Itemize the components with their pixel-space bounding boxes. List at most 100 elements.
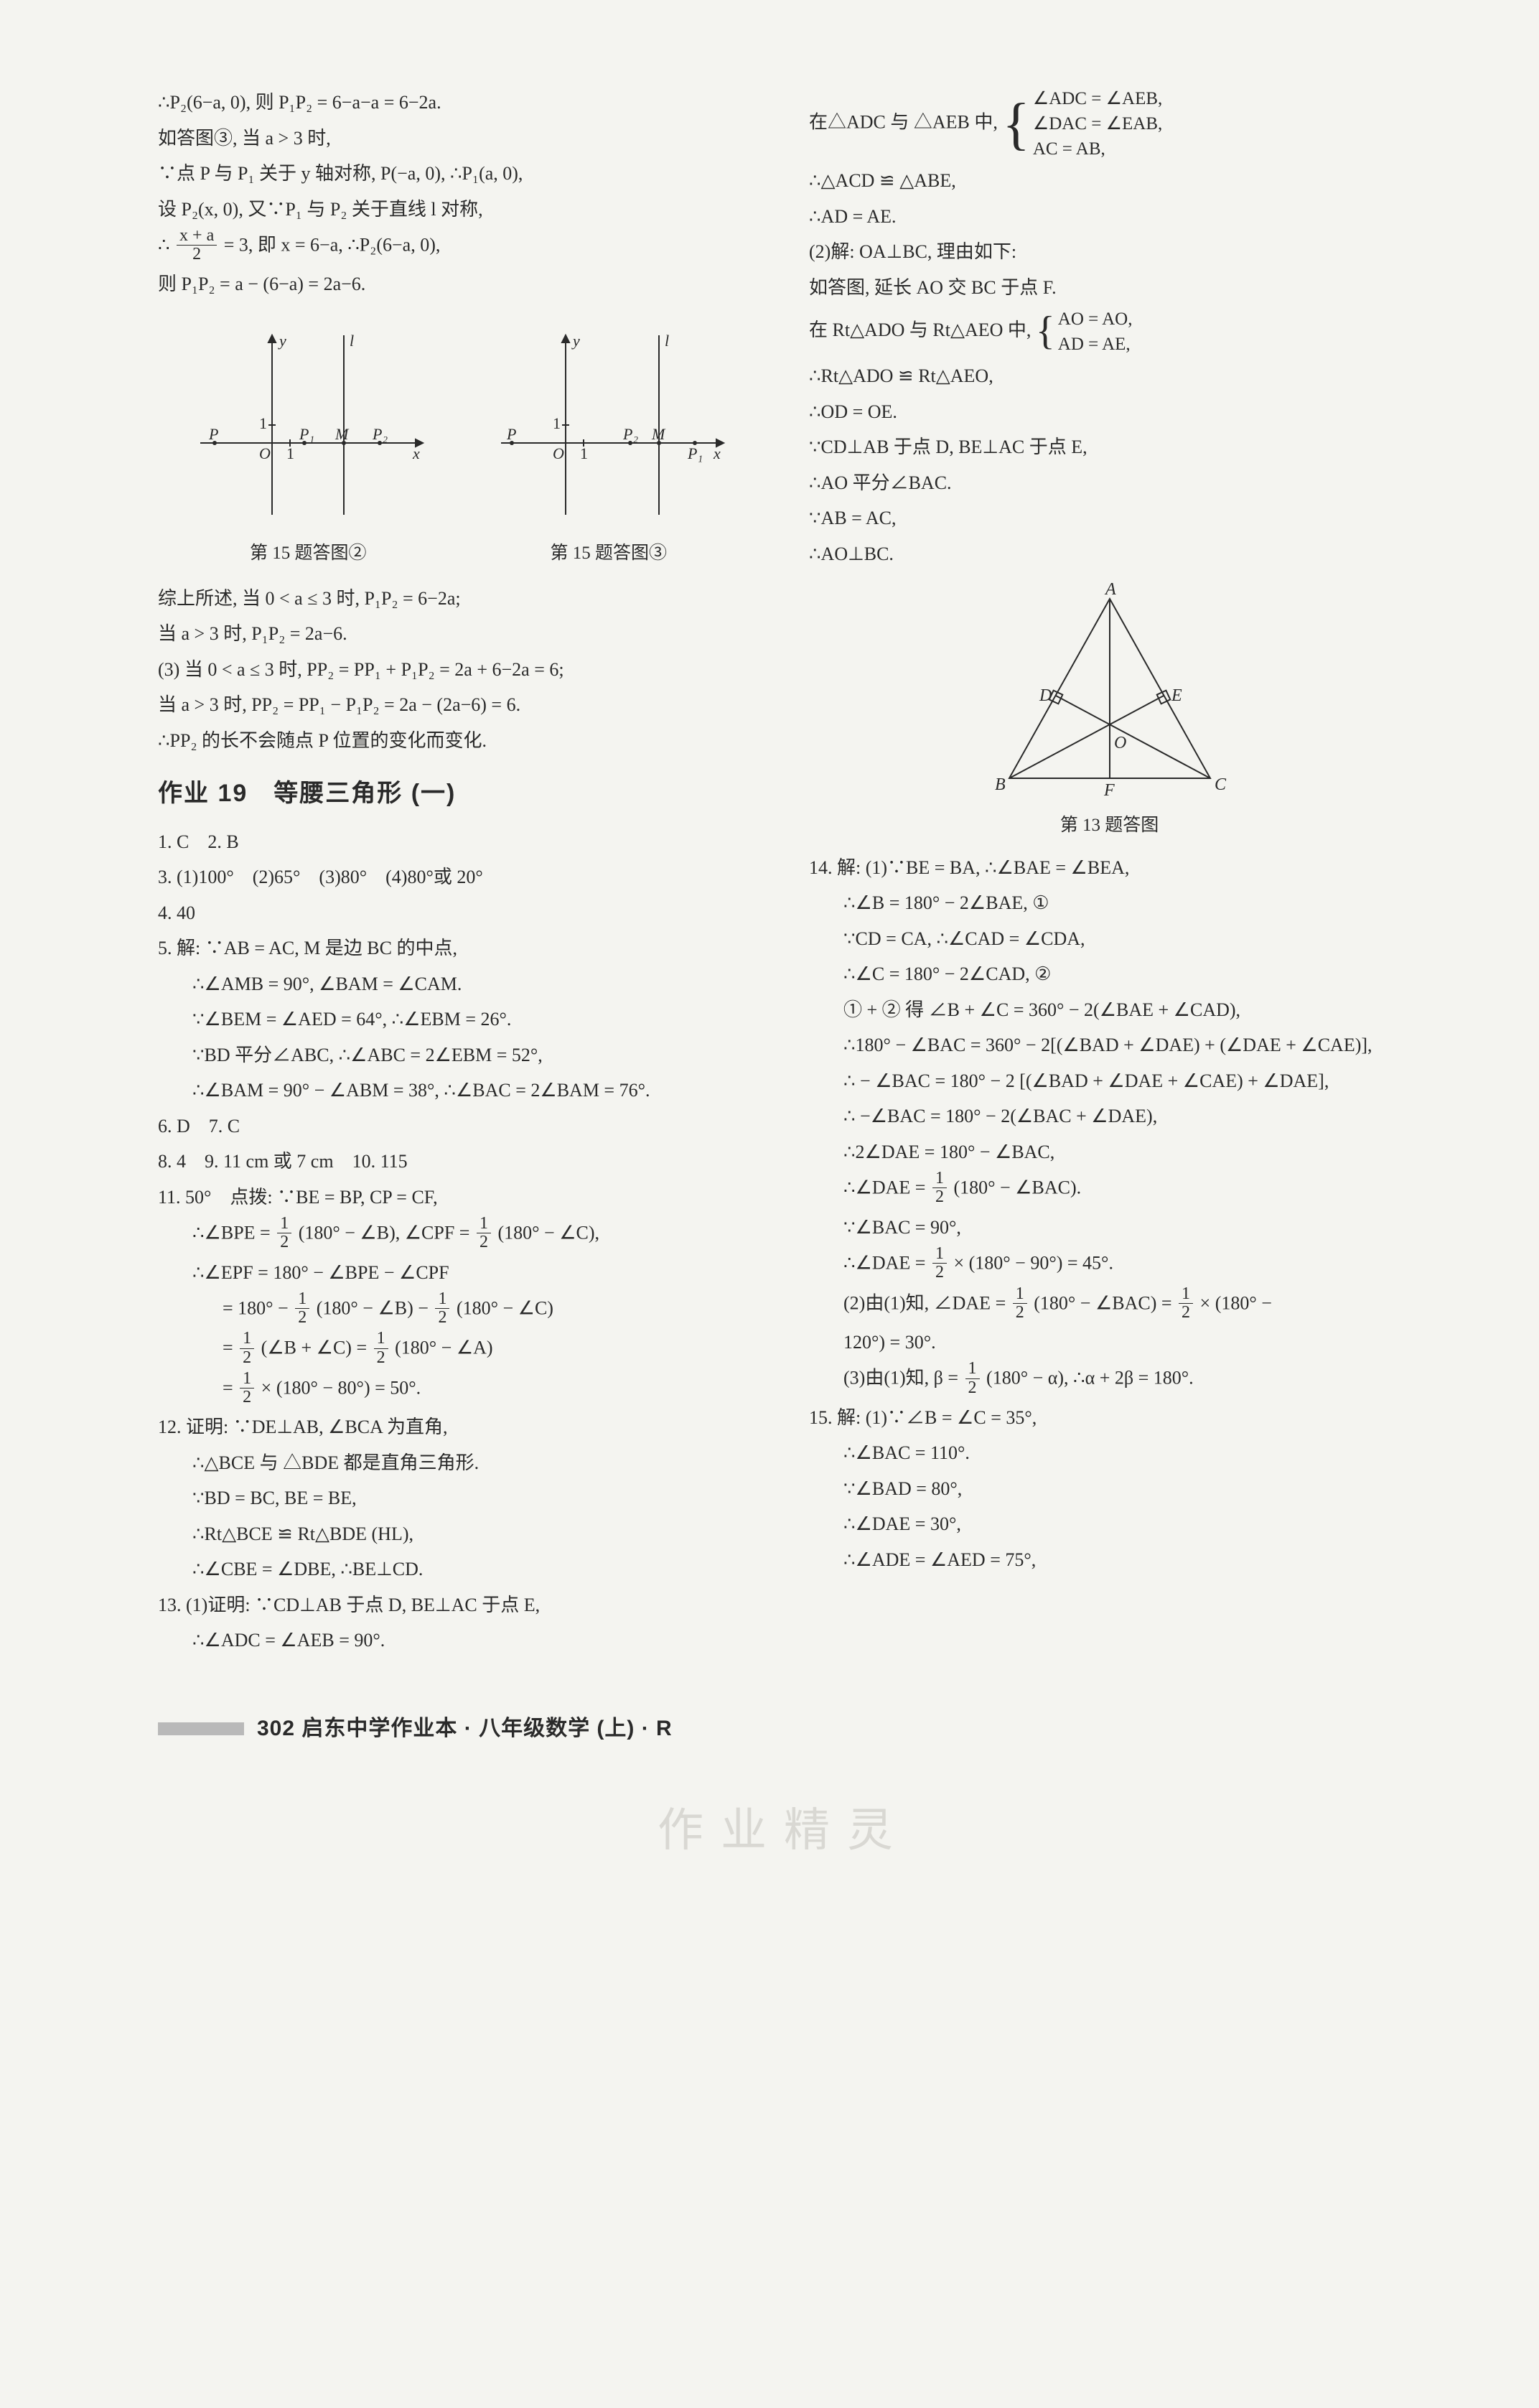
text-line: ∴∠C = 180° − 2∠CAD, ② [809,958,1410,991]
text-line: 12. 证明: ∵DE⊥AB, ∠BCA 为直角, [158,1411,759,1444]
axis-label: y [571,332,580,350]
watermark: 作业精灵 [158,1791,1410,1871]
point-label: M [651,425,666,443]
text-line: ∵∠BAC = 90°, [809,1211,1410,1244]
numerator: 1 [1179,1285,1193,1304]
point-label: P [208,425,218,443]
text-line: ∴AO⊥BC. [809,538,1410,571]
denominator: 2 [965,1379,980,1397]
denominator: 2 [240,1349,254,1367]
numerator: 1 [435,1290,449,1309]
denominator: 2 [374,1349,388,1367]
text: 在 Rt△ADO 与 Rt△AEO 中, [809,319,1036,340]
text: ∠ADC = ∠AEB, [1033,86,1162,111]
text: AD = AE, [1058,332,1133,357]
text: (180° − ∠B) − [317,1298,434,1319]
text: ∴∠BPE = [192,1223,275,1243]
denominator: 2 [1179,1304,1193,1322]
denominator: 2 [435,1309,449,1327]
numerator: x + a [177,227,217,246]
text-line: = 12 × (180° − 80°) = 50°. [158,1371,759,1408]
text-line: ∴△ACD ≌ △ABE, [809,164,1410,197]
text-line: 6. D 7. C [158,1110,759,1143]
diagram-row: y l x O 1 1 P P₁ M P₂ [158,314,759,529]
fraction: 12 [965,1360,980,1396]
text-line: ∵点 P 与 P₁ 关于 y 轴对称, P(−a, 0), ∴P₁(a, 0), [158,157,759,190]
text: (3)由(1)知, β = [843,1368,963,1389]
tick-label: 1 [259,414,267,432]
text-line: ∵∠BEM = ∠AED = 64°, ∴∠EBM = 26°. [158,1003,759,1036]
brace-group: { AO = AO, AD = AE, [1036,307,1133,357]
text-line: 120°) = 30°. [809,1326,1410,1359]
vertex-label: E [1171,686,1182,705]
diagram-wrapper: A B C D E O F [809,577,1410,807]
text: AO = AO, [1058,307,1133,332]
text-line: ∵∠BAD = 80°, [809,1473,1410,1506]
text-line: ∴∠DAE = 12 × (180° − 90°) = 45°. [809,1246,1410,1283]
axis-label: y [278,332,286,350]
figure-caption: 第 15 题答图② [250,538,367,569]
line-label: l [665,332,669,350]
page-footer: 302 启东中学作业本 · 八年级数学 (上) · R [158,1710,1410,1748]
fraction: 12 [240,1330,254,1366]
numerator: 1 [932,1245,947,1264]
vertex-label: D [1039,686,1052,705]
denominator: 2 [177,246,217,263]
text: × (180° − [1200,1292,1272,1313]
fraction: 12 [1179,1285,1193,1322]
text-line: ∴∠B = 180° − 2∠BAE, ① [809,887,1410,920]
text-line: ∴∠BAM = 90° − ∠ABM = 38°, ∴∠BAC = 2∠BAM … [158,1074,759,1107]
numerator: 1 [932,1170,947,1188]
text-line: 当 a > 3 时, P₁P₂ = 2a−6. [158,617,759,650]
point-label: M [335,425,350,443]
text-line: 则 P₁P₂ = a − (6−a) = 2a−6. [158,268,759,301]
vertex-label: B [995,775,1006,794]
text-line: ∴OD = OE. [809,396,1410,429]
text: (180° − ∠BAC). [953,1177,1081,1198]
numerator: 1 [477,1215,491,1233]
text: × (180° − 90°) = 45°. [953,1253,1113,1274]
brace-group: { ∠ADC = ∠AEB, ∠DAC = ∠EAB, AC = AB, [1002,86,1162,162]
figure-caption: 第 13 题答图 [809,810,1410,841]
tick-label: 1 [553,414,561,432]
text-line: 1. C 2. B [158,826,759,859]
denominator: 2 [477,1233,491,1251]
denominator: 2 [932,1188,947,1206]
point-label: P₁ [299,425,314,443]
text-line: ∴AD = AE. [809,200,1410,233]
text-line: 15. 解: (1)∵∠B = ∠C = 35°, [809,1401,1410,1434]
text: (180° − α), ∴α + 2β = 180°. [986,1368,1194,1389]
diagram-15-3: y l x O 1 1 P P₂ M P₁ [480,314,738,529]
text-line: ∴∠ADE = ∠AED = 75°, [809,1544,1410,1577]
numerator: 1 [1013,1285,1027,1304]
fraction: 12 [932,1170,947,1206]
footer-text: 302 启东中学作业本 · 八年级数学 (上) · R [257,1710,673,1748]
text-line: ∴PP₂ 的长不会随点 P 位置的变化而变化. [158,724,759,757]
denominator: 2 [932,1264,947,1282]
tick-label: 1 [286,444,294,462]
fraction: 12 [477,1215,491,1251]
text-line: 当 a > 3 时, PP₂ = PP₁ − P₁P₂ = 2a − (2a−6… [158,689,759,722]
diagram-15-2: y l x O 1 1 P P₁ M P₂ [179,314,437,529]
text: × (180° − 80°) = 50°. [261,1377,421,1398]
text: (180° − ∠C), [497,1223,599,1243]
text-line: ∴ x + a 2 = 3, 即 x = 6−a, ∴P₂(6−a, 0), [158,228,759,265]
vertex-label: C [1215,775,1227,794]
footer-bar-icon [158,1722,244,1735]
text-line: ∴∠EPF = 180° − ∠BPE − ∠CPF [158,1256,759,1289]
brace-content: ∠ADC = ∠AEB, ∠DAC = ∠EAB, AC = AB, [1033,86,1162,162]
fraction: 12 [1013,1285,1027,1322]
text-line: ∴∠BPE = 12 (180° − ∠B), ∠CPF = 12 (180° … [158,1216,759,1253]
tick-label: 1 [580,444,588,462]
numerator: 1 [277,1215,291,1233]
text-line: = 180° − 12 (180° − ∠B) − 12 (180° − ∠C) [158,1292,759,1328]
text-line: ∴∠DAE = 30°, [809,1508,1410,1541]
text: ∴∠DAE = [843,1177,930,1198]
text: ∠DAC = ∠EAB, [1033,111,1162,136]
text-line: ∴180° − ∠BAC = 360° − 2[(∠BAD + ∠DAE) + … [809,1029,1410,1062]
point-label: P [506,425,516,443]
text: ∴ [158,235,170,256]
denominator: 2 [277,1233,291,1251]
text-line: (2)由(1)知, ∠DAE = 12 (180° − ∠BAC) = 12 ×… [809,1287,1410,1323]
text-line: (2)解: OA⊥BC, 理由如下: [809,235,1410,269]
